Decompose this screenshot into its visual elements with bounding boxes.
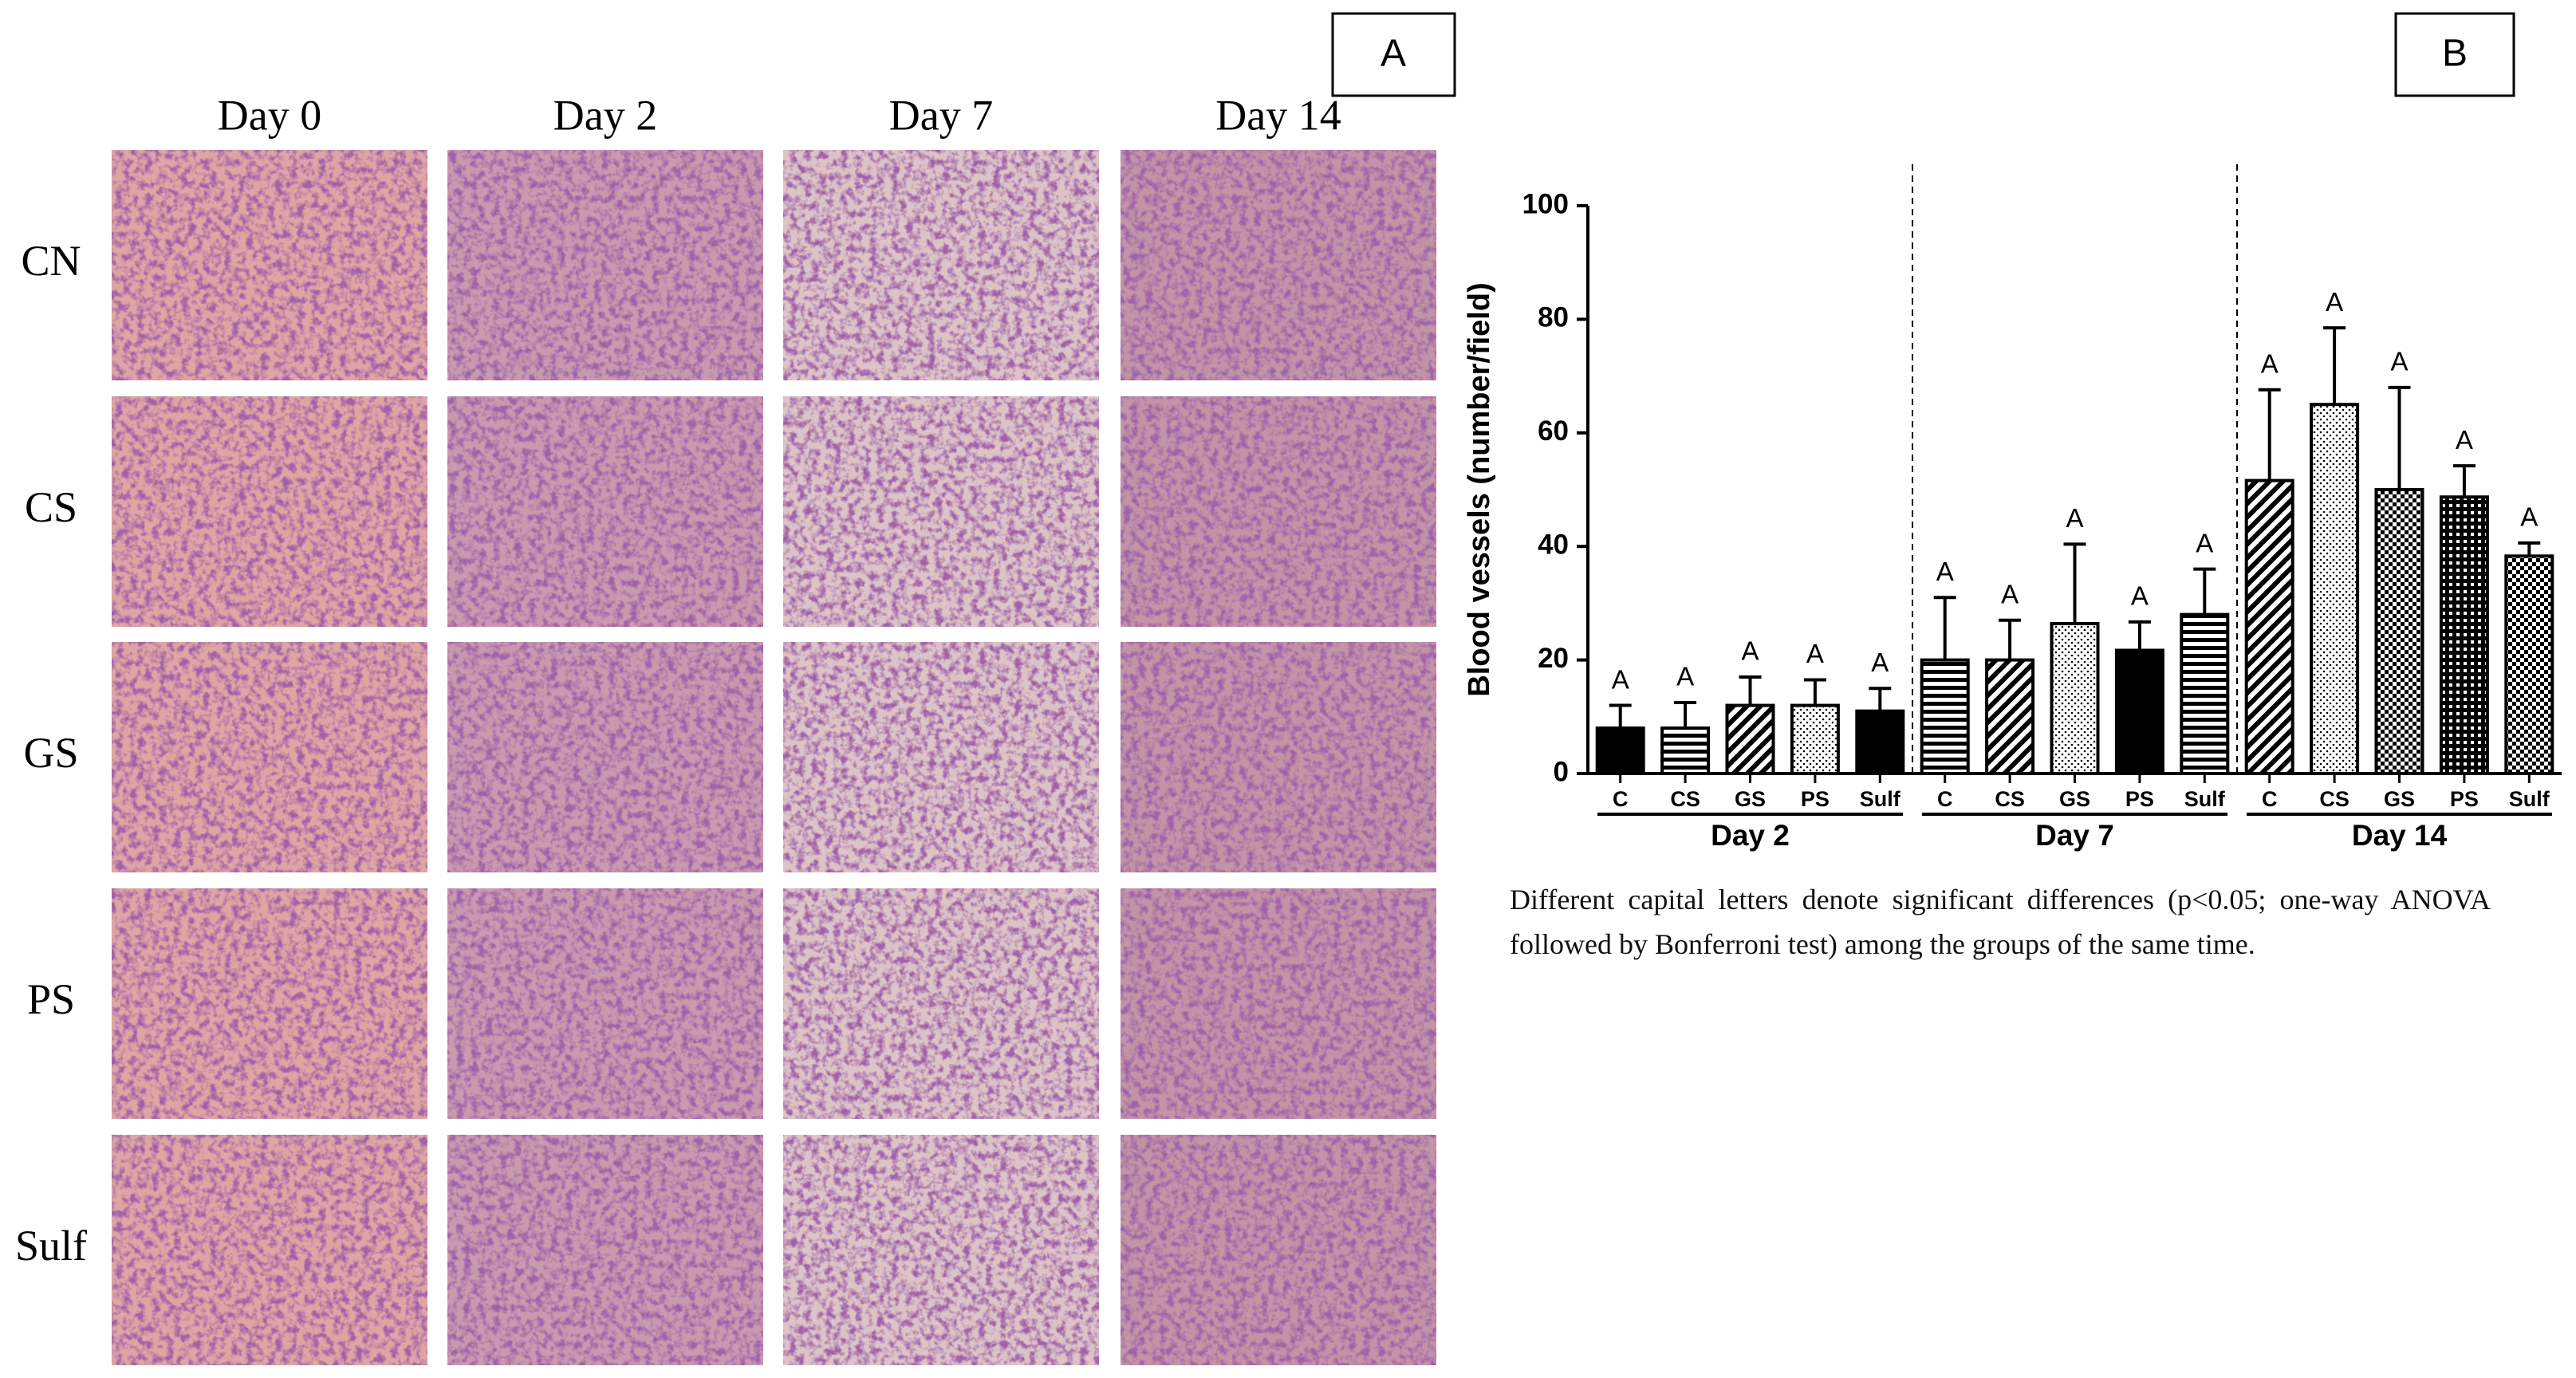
histology-texture [783, 642, 1099, 872]
histology-texture [1121, 150, 1436, 380]
y-axis-title: Blood vessels (number/field) [1463, 282, 1496, 696]
bar [2374, 488, 2424, 775]
panel-label: B [2442, 33, 2468, 75]
histology-texture [447, 642, 763, 872]
row-label: CS [25, 483, 77, 531]
bar [1725, 703, 1775, 775]
histology-texture [447, 888, 763, 1119]
x-tick-label: Sulf [2184, 787, 2226, 811]
bar [2114, 648, 2164, 775]
group-label: Day 7 [2035, 819, 2114, 852]
panel-label-box [1331, 12, 1456, 97]
histology-texture [447, 150, 763, 380]
column-label: Day 0 [218, 91, 321, 139]
significance-letter: A [1936, 557, 1954, 586]
histology-texture [112, 642, 427, 872]
histology-texture [112, 1135, 427, 1365]
significance-letter: A [2261, 348, 2279, 378]
histology-texture [1121, 642, 1436, 872]
row-label: GS [23, 729, 78, 777]
bar [2244, 478, 2294, 775]
column-label: Day 2 [553, 91, 657, 139]
histology-texture [783, 396, 1099, 627]
significance-letter: A [2326, 287, 2343, 317]
x-tick-label: CS [2319, 787, 2350, 811]
x-tick-label: CS [1670, 787, 1700, 811]
x-tick-label: GS [2059, 787, 2090, 811]
bar [1660, 726, 1711, 775]
y-tick-label: 20 [1538, 643, 1569, 674]
significance-letter: A [2520, 502, 2538, 532]
row-label: PS [27, 975, 75, 1023]
histology-texture [1121, 888, 1436, 1119]
bar [1985, 658, 2035, 775]
significance-letter: A [2390, 347, 2408, 376]
row-label: CN [21, 237, 81, 285]
significance-letter: A [2456, 425, 2473, 455]
significance-letter: A [1871, 648, 1889, 677]
x-tick-label: GS [1735, 787, 1766, 811]
significance-letter: A [2196, 528, 2213, 557]
caption: Different capital letters denote signifi… [1510, 884, 2491, 960]
bar [2310, 403, 2360, 775]
histology-texture [112, 150, 427, 380]
bar [1595, 726, 1645, 775]
row-label: Sulf [15, 1222, 87, 1270]
x-tick-label: CS [1995, 787, 2025, 811]
significance-letter: A [1676, 662, 1694, 691]
histology-texture [1121, 1135, 1436, 1365]
bar [1790, 703, 1840, 775]
bar [1855, 709, 1905, 775]
significance-letter: A [2131, 581, 2149, 611]
x-tick-label: Sulf [1860, 787, 1901, 811]
x-tick-label: GS [2384, 787, 2415, 811]
histology-texture [447, 1135, 763, 1365]
panel-label-box [2394, 12, 2515, 97]
bar [2439, 495, 2489, 775]
bar [2504, 554, 2554, 776]
significance-letter: A [1741, 636, 1759, 666]
x-tick-label: C [2262, 787, 2278, 811]
panel-label: A [1381, 33, 1406, 75]
histology-texture [112, 396, 427, 627]
y-tick-label: 0 [1554, 756, 1569, 787]
histology-texture [1121, 396, 1436, 627]
y-tick-label: 40 [1538, 529, 1569, 560]
x-tick-label: Sulf [2509, 787, 2550, 811]
group-label: Day 2 [1711, 819, 1790, 852]
x-tick-label: PS [1801, 787, 1830, 811]
bar [2180, 612, 2230, 776]
bar [1920, 658, 1970, 775]
histology-texture [783, 1135, 1099, 1365]
histology-texture [783, 150, 1099, 380]
x-tick-label: PS [2125, 787, 2154, 811]
histology-texture [783, 888, 1099, 1119]
significance-letter: A [1806, 639, 1824, 668]
column-label: Day 7 [889, 91, 993, 139]
y-tick-label: 100 [1522, 188, 1569, 219]
significance-letter: A [1612, 664, 1629, 694]
group-label: Day 14 [2352, 819, 2448, 852]
significance-letter: A [2066, 503, 2083, 533]
y-tick-label: 60 [1538, 415, 1569, 447]
bar [2050, 622, 2100, 775]
y-tick-label: 80 [1538, 302, 1569, 333]
x-tick-label: C [1613, 787, 1629, 811]
x-tick-label: PS [2450, 787, 2479, 811]
x-tick-label: C [1937, 787, 1953, 811]
significance-letter: A [2001, 579, 2019, 608]
histology-texture [447, 396, 763, 627]
histology-texture [112, 888, 427, 1119]
column-label: Day 14 [1215, 91, 1341, 139]
